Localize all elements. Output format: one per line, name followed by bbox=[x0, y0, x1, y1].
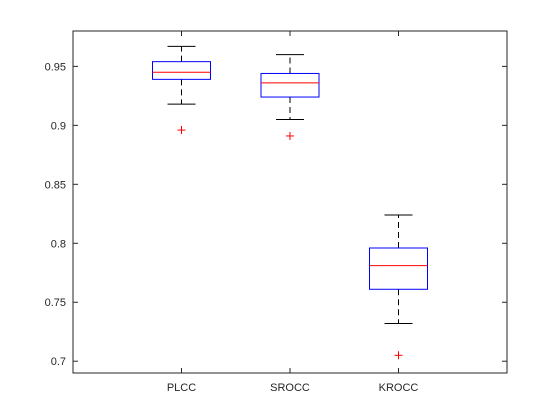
y-tick-label: 0.8 bbox=[51, 238, 66, 250]
y-tick-label: 0.7 bbox=[51, 356, 66, 368]
outlier-marker bbox=[394, 351, 403, 360]
box-group-krocc bbox=[369, 214, 428, 360]
x-tick-label: PLCC bbox=[167, 382, 196, 394]
iqr-box bbox=[152, 61, 211, 80]
y-tick-label: 0.9 bbox=[51, 120, 66, 132]
y-tick-label: 0.85 bbox=[45, 179, 66, 191]
box-group-plcc bbox=[152, 45, 211, 135]
y-tick-label: 0.95 bbox=[45, 61, 66, 73]
y-tick-label: 0.75 bbox=[45, 297, 66, 309]
outlier-marker bbox=[286, 131, 294, 140]
iqr-box bbox=[369, 247, 428, 290]
x-tick-label: SROCC bbox=[270, 382, 310, 394]
iqr-box bbox=[260, 72, 320, 98]
x-tick-label: KROCC bbox=[379, 382, 419, 394]
box-group-srocc bbox=[260, 54, 320, 140]
axes-layer: 0.7 0.75 0.8 0.85 0.9 0.95 PLCC SROCC KROCC bbox=[45, 30, 508, 394]
outlier-marker bbox=[177, 126, 186, 135]
marks-layer bbox=[152, 45, 428, 360]
plot-frame bbox=[72, 30, 508, 374]
